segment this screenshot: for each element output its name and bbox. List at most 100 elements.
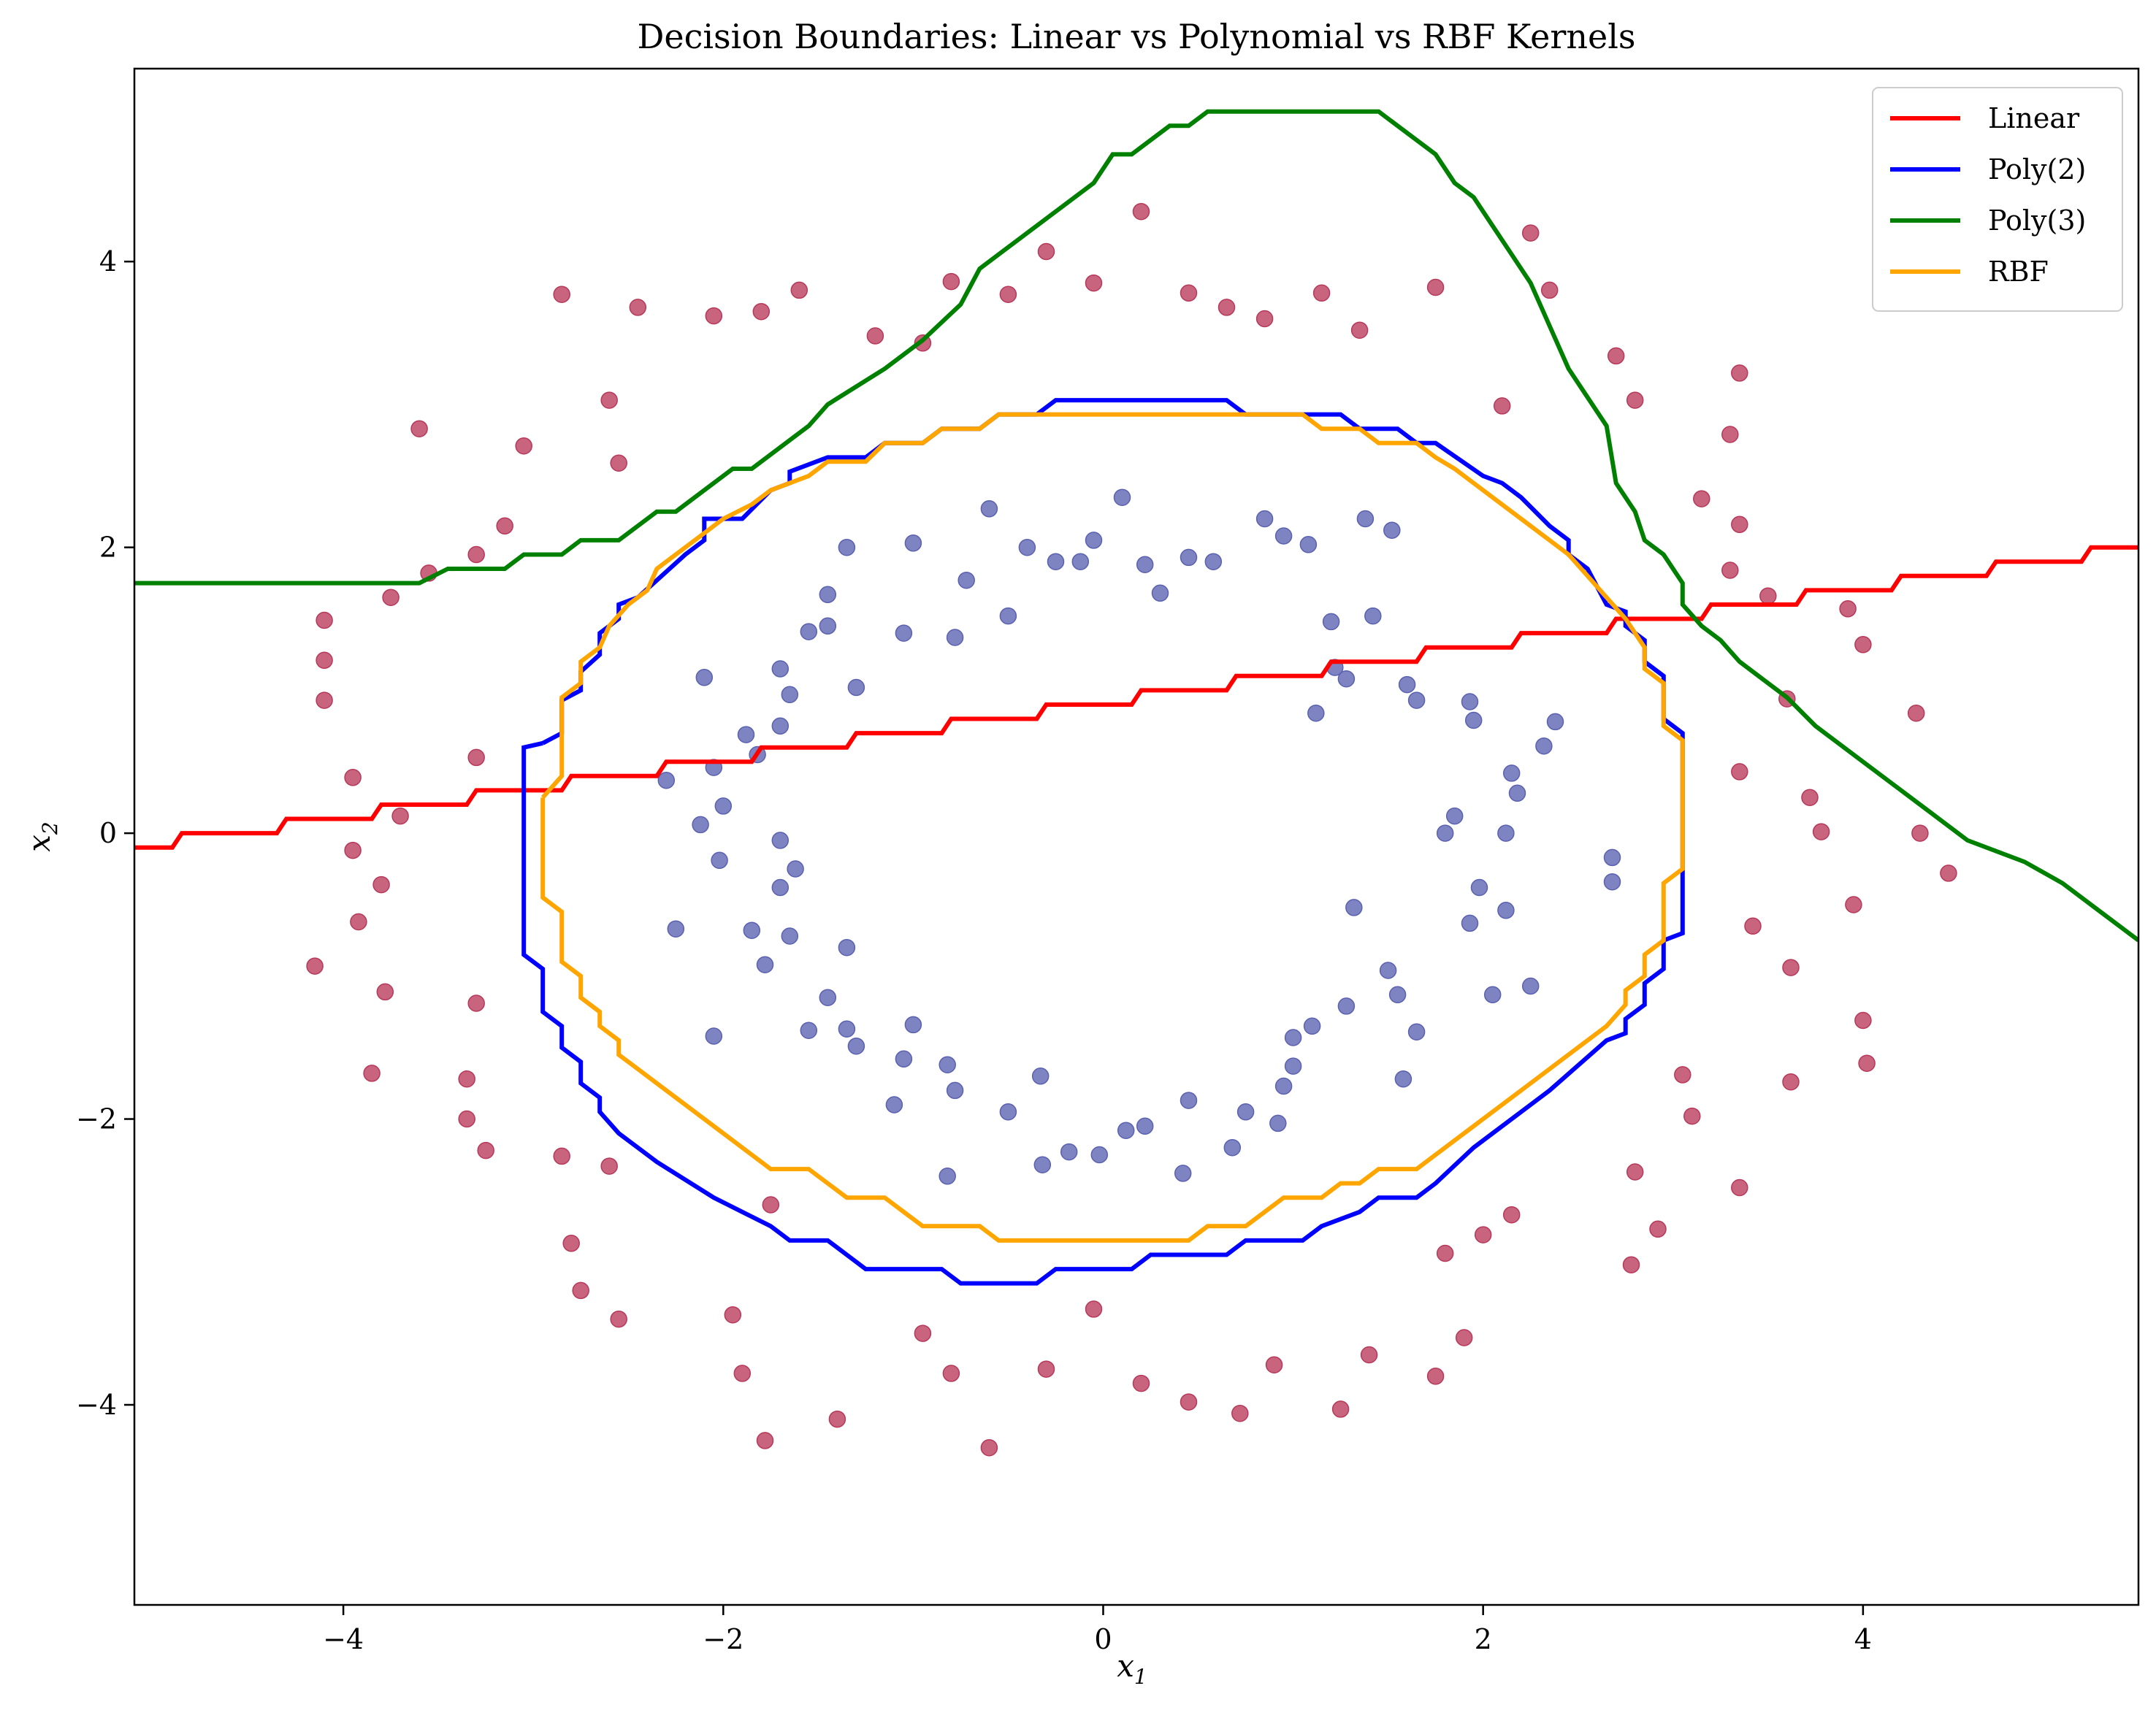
data-point xyxy=(1693,490,1710,507)
data-point xyxy=(306,957,324,975)
legend-label: Poly(3) xyxy=(1988,204,2086,237)
data-point xyxy=(942,1365,960,1382)
data-point xyxy=(667,920,685,938)
legend-box xyxy=(1872,87,2123,312)
y-axis-label: x2 xyxy=(21,821,62,852)
x-axis-label: x1 xyxy=(1117,1648,1147,1689)
data-point xyxy=(819,989,837,1006)
data-point xyxy=(705,307,723,325)
data-point xyxy=(553,1147,570,1165)
data-point xyxy=(1474,1226,1492,1243)
y-axis-label-subscript: 2 xyxy=(38,821,62,835)
data-point xyxy=(980,500,998,518)
data-point xyxy=(344,769,362,786)
data-point xyxy=(1136,1117,1154,1135)
data-point xyxy=(787,860,804,878)
data-point xyxy=(1388,986,1407,1004)
data-point xyxy=(1360,1346,1378,1364)
data-point xyxy=(1031,1068,1050,1085)
data-point xyxy=(1274,527,1293,545)
data-point xyxy=(553,285,570,303)
x-axis: −4 −2 0 2 4 xyxy=(323,1605,1872,1655)
data-point xyxy=(1284,1029,1302,1046)
data-point xyxy=(1535,737,1553,755)
data-point xyxy=(1117,1122,1135,1139)
data-point xyxy=(756,1432,774,1449)
data-point xyxy=(1436,1244,1454,1262)
data-point xyxy=(657,771,676,789)
data-point xyxy=(1307,704,1325,722)
data-point xyxy=(1255,310,1274,328)
data-point xyxy=(467,545,485,564)
data-point xyxy=(350,913,367,931)
data-point xyxy=(1337,997,1356,1015)
data-point xyxy=(838,1020,856,1038)
data-point xyxy=(1854,636,1872,653)
data-point xyxy=(1204,553,1223,570)
data-point xyxy=(344,841,362,859)
data-point xyxy=(1174,1165,1192,1182)
data-point xyxy=(999,1103,1017,1121)
legend: Linear Poly(2) Poly(3) RBF xyxy=(1872,87,2123,312)
plot-frame xyxy=(133,67,2140,1606)
data-point xyxy=(939,1056,956,1073)
data-point xyxy=(610,1310,627,1328)
data-point xyxy=(1502,764,1521,782)
x-tick-label: 2 xyxy=(1475,1623,1492,1655)
data-point xyxy=(1132,202,1150,221)
data-point xyxy=(1674,1066,1691,1084)
y-tick-label: −2 xyxy=(76,1103,117,1135)
data-point xyxy=(847,1037,865,1055)
data-point xyxy=(790,281,808,299)
data-point xyxy=(1801,789,1819,806)
data-point xyxy=(572,1281,589,1300)
data-point xyxy=(1858,1054,1876,1072)
data-point xyxy=(1461,693,1479,710)
data-point xyxy=(1854,1011,1872,1030)
data-point xyxy=(1721,426,1739,443)
data-point xyxy=(1231,1404,1249,1422)
data-point xyxy=(1265,1356,1283,1373)
data-point xyxy=(1603,873,1621,891)
data-point xyxy=(1085,274,1103,292)
data-point xyxy=(1607,347,1625,365)
data-point xyxy=(1782,1073,1800,1091)
data-point xyxy=(477,1141,494,1160)
data-point xyxy=(410,420,428,437)
data-point xyxy=(1180,284,1198,302)
data-point xyxy=(942,272,960,291)
y-tick-label: 2 xyxy=(99,532,117,564)
data-point xyxy=(1445,807,1464,825)
data-point xyxy=(1223,1138,1242,1157)
data-point xyxy=(1622,1256,1640,1273)
data-point xyxy=(1356,510,1375,528)
data-point xyxy=(1508,784,1526,802)
data-point xyxy=(895,1050,913,1068)
data-point xyxy=(781,927,799,945)
x-axis-label-main: x xyxy=(1117,1648,1134,1684)
data-point xyxy=(1383,521,1401,539)
y-tick-label: 4 xyxy=(99,245,117,277)
data-point xyxy=(980,1438,998,1457)
data-point xyxy=(781,686,799,704)
data-point xyxy=(737,726,755,743)
y-tick-label: 0 xyxy=(99,817,117,849)
data-point xyxy=(828,1410,846,1428)
data-point xyxy=(1626,1163,1644,1181)
data-point xyxy=(1436,824,1454,842)
data-point xyxy=(885,1096,903,1114)
data-point xyxy=(819,586,837,604)
data-point xyxy=(1331,1400,1350,1418)
data-point xyxy=(914,1325,932,1342)
data-point xyxy=(1274,1077,1293,1095)
plot-area xyxy=(134,109,2138,1457)
legend-label: Poly(2) xyxy=(1988,153,2086,185)
x-tick-label: 0 xyxy=(1094,1623,1112,1655)
data-point xyxy=(1345,899,1363,916)
data-point xyxy=(1322,613,1340,631)
chart-title: Decision Boundaries: Linear vs Polynomia… xyxy=(637,17,1635,56)
data-point xyxy=(1502,1206,1521,1224)
data-point xyxy=(1407,1023,1426,1040)
boundary-line-poly-2 xyxy=(521,398,1685,1286)
